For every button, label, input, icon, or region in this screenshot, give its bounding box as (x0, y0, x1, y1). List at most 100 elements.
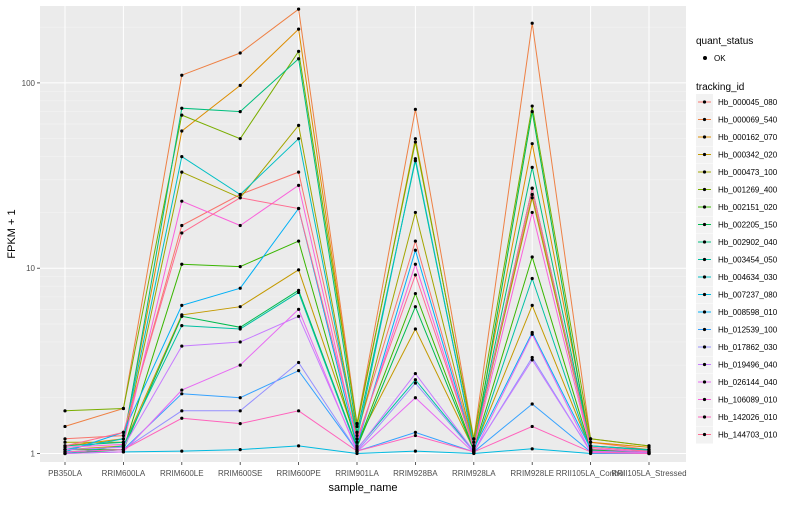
data-point (589, 445, 593, 449)
legend-label: Hb_000162_070 (718, 133, 778, 142)
legend-label: Hb_142026_010 (718, 413, 778, 422)
data-point (238, 192, 242, 197)
data-point (413, 381, 417, 385)
data-point (180, 409, 184, 413)
data-point (238, 110, 242, 114)
data-point (297, 307, 301, 311)
x-tick-label: RRIM928LE (510, 469, 554, 478)
legend-key-point (702, 292, 707, 297)
legend-key-point (702, 152, 707, 157)
y-tick-label: 10 (26, 264, 35, 273)
data-point (530, 355, 534, 360)
data-point (180, 129, 184, 133)
shape-legend-key-ok (703, 56, 707, 60)
data-points (63, 7, 651, 456)
data-point (472, 445, 476, 449)
data-point (413, 305, 417, 309)
data-point (180, 106, 184, 110)
data-point (530, 210, 534, 215)
data-point (355, 430, 359, 435)
data-point (180, 324, 184, 328)
data-point (472, 440, 476, 444)
data-point (530, 255, 534, 259)
data-point (413, 433, 417, 438)
data-point (180, 262, 184, 266)
data-point (180, 344, 184, 348)
shape-legend-label-ok: OK (714, 54, 726, 63)
data-point (355, 444, 359, 448)
data-point (238, 83, 242, 87)
data-point (121, 442, 125, 447)
data-point (121, 450, 125, 454)
data-point (180, 73, 184, 77)
legend-key-point (702, 432, 707, 437)
data-point (297, 170, 301, 174)
data-point (121, 437, 125, 441)
data-point (297, 409, 301, 413)
data-point (297, 49, 301, 53)
data-point (121, 406, 125, 411)
data-point (238, 51, 242, 55)
data-point (355, 440, 359, 444)
legend-label: Hb_008598_010 (718, 308, 778, 317)
color-legend-title: tracking_id (696, 82, 744, 93)
data-point (413, 430, 417, 435)
data-point (180, 155, 184, 159)
data-point (180, 223, 184, 228)
data-point (238, 265, 242, 269)
data-point (63, 444, 67, 448)
data-point (530, 196, 534, 200)
legend-key-point (702, 380, 707, 384)
data-point (413, 210, 417, 215)
data-point (121, 433, 125, 438)
data-point (530, 142, 534, 146)
data-point (413, 396, 417, 400)
data-point (413, 140, 417, 144)
data-point (297, 137, 301, 141)
data-point (180, 392, 184, 396)
legend-label: Hb_002902_040 (718, 238, 778, 247)
legend-label: Hb_003454_050 (718, 256, 778, 265)
legend-key-point (702, 117, 707, 122)
data-point (180, 199, 184, 203)
data-point (355, 424, 359, 429)
legend-key-point (702, 345, 707, 349)
data-point (647, 444, 651, 448)
data-point (238, 340, 242, 344)
data-point (413, 371, 417, 376)
data-point (413, 107, 417, 111)
data-point (297, 444, 301, 448)
data-point (238, 409, 242, 413)
data-point (355, 433, 359, 438)
data-point (238, 305, 242, 309)
data-point (238, 396, 242, 400)
shape-legend-title: quant_status (696, 36, 753, 47)
data-point (297, 369, 301, 373)
legend-label: Hb_007237_080 (718, 291, 778, 300)
legend-key-point (702, 275, 707, 279)
data-point (121, 447, 125, 452)
data-point (297, 57, 301, 61)
data-point (63, 447, 67, 452)
legend-label: Hb_144703_010 (718, 431, 778, 440)
data-point (530, 447, 534, 451)
legend-key-point (702, 362, 707, 367)
y-axis-title: FPKM + 1 (6, 209, 18, 258)
data-point (589, 450, 593, 454)
data-point (472, 450, 476, 454)
x-tick-label: RRIM600SE (218, 469, 262, 478)
data-point (297, 123, 301, 127)
axes: 1 10 100 PB350LA RRIM600LA RRIM600LE RRIM600SE… (22, 79, 687, 478)
data-point (297, 7, 301, 11)
legend-key-point (702, 310, 707, 314)
data-point (180, 449, 184, 453)
data-point (238, 137, 242, 141)
y-tick-label: 1 (31, 450, 36, 459)
data-point (413, 248, 417, 252)
legend-key-point (702, 397, 707, 402)
data-point (180, 303, 184, 307)
data-point (589, 437, 593, 441)
data-point (63, 409, 67, 413)
data-point (530, 165, 534, 169)
